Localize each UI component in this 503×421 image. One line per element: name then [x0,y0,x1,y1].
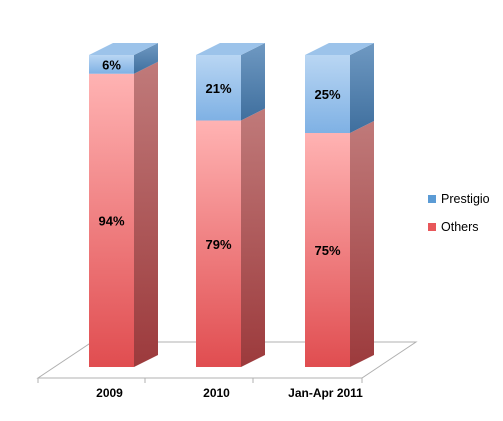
legend-label-prestigio: Prestigio [441,192,490,206]
bar-top-prestigio-2010 [196,43,265,55]
bar-side-prestigio-jan-apr-2011 [350,43,374,133]
x-tick-label-2009: 2009 [96,386,123,400]
bar-side-others-2010 [241,108,265,368]
bar-side-prestigio-2009 [134,43,158,74]
bar-prestigio-2010 [196,55,241,121]
legend-swatch-others [428,223,436,231]
bar-prestigio-jan-apr-2011 [305,55,350,133]
x-tick-label-jan-apr-2011: Jan-Apr 2011 [288,386,363,400]
data-label-others-2010: 79% [205,237,231,252]
bar-others-2009 [89,73,134,367]
bar-top-prestigio-2009 [89,43,158,55]
legend-swatch-prestigio [428,195,436,203]
bar-others-2010 [196,120,241,368]
legend-item-others: Others [428,219,490,235]
bar-prestigio-2009 [89,55,134,74]
bar-top-prestigio-jan-apr-2011 [305,43,374,55]
chart-legend: Prestigio Others [428,191,490,247]
bar-side-others-jan-apr-2011 [350,121,374,367]
bar-others-jan-apr-2011 [305,133,350,367]
data-label-others-2009: 94% [98,213,124,228]
data-label-prestigio-2009: 6% [102,57,121,72]
bar-side-others-2009 [134,61,158,367]
data-label-prestigio-2010: 21% [205,81,231,96]
data-label-prestigio-jan-apr-2011: 25% [314,87,340,102]
bar-side-prestigio-2010 [241,43,265,121]
data-label-others-jan-apr-2011: 75% [314,243,340,258]
legend-item-prestigio: Prestigio [428,191,490,207]
x-tick-label-2010: 2010 [203,386,230,400]
legend-label-others: Others [441,220,479,234]
